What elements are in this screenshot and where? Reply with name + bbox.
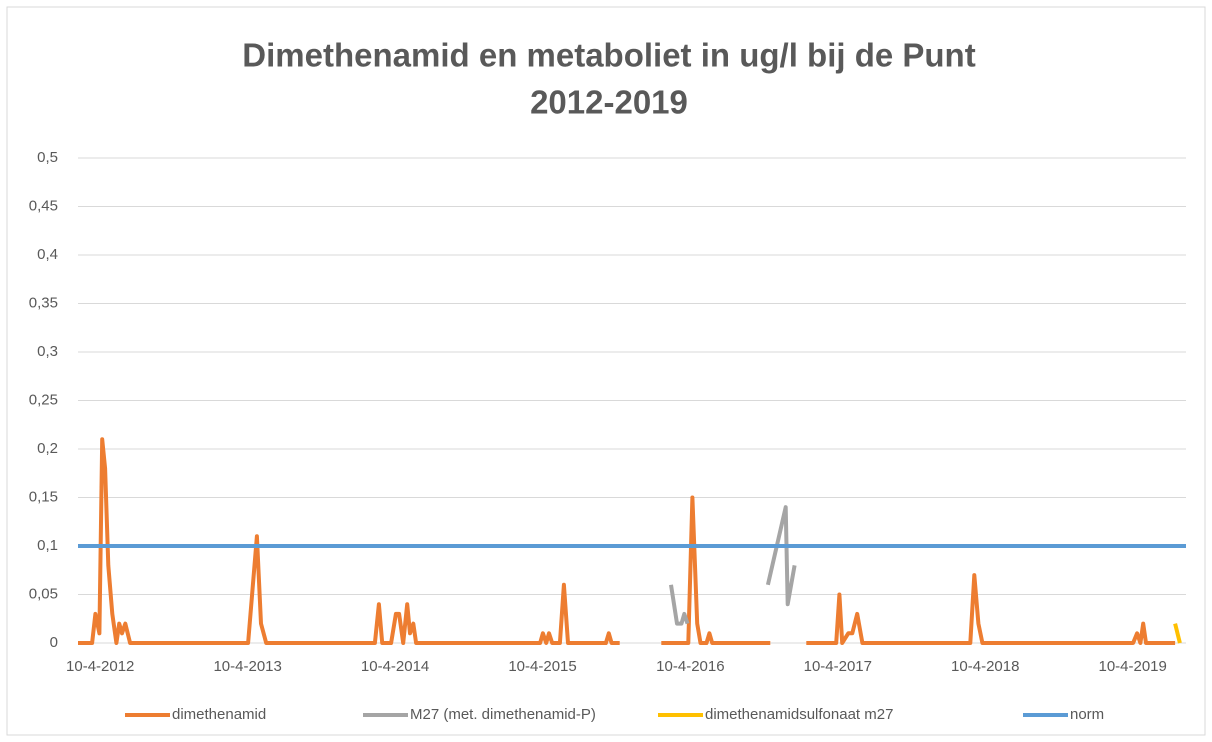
chart-border <box>6 6 1206 736</box>
legend-label: norm <box>1070 706 1104 723</box>
x-tick-label: 10-4-2016 <box>656 658 724 675</box>
line-series <box>78 437 1176 645</box>
x-tick-label: 10-4-2013 <box>213 658 281 675</box>
x-tick-label: 10-4-2018 <box>951 658 1019 675</box>
y-tick-label: 0,45 <box>29 197 58 214</box>
x-tick-label: 10-4-2015 <box>508 658 576 675</box>
legend-label: M27 (met. dimethenamid-P) <box>410 706 596 723</box>
y-tick-label: 0 <box>50 634 58 651</box>
y-tick-label: 0,5 <box>37 149 58 166</box>
y-tick-label: 0,3 <box>37 343 58 360</box>
chart-title: Dimethenamid en metaboliet in ug/l bij d… <box>242 37 975 74</box>
legend-label: dimethenamid <box>172 706 266 723</box>
y-tick-label: 0,15 <box>29 488 58 505</box>
x-tick-label: 10-4-2012 <box>66 658 134 675</box>
x-tick-label: 10-4-2019 <box>1098 658 1166 675</box>
y-tick-label: 0,25 <box>29 391 58 408</box>
y-tick-label: 0,05 <box>29 585 58 602</box>
line-series <box>1173 623 1182 644</box>
legend-label: dimethenamidsulfonaat m27 <box>705 706 893 723</box>
y-tick-label: 0,1 <box>37 537 58 554</box>
y-tick-label: 0,2 <box>37 440 58 457</box>
x-tick-label: 10-4-2014 <box>361 658 429 675</box>
y-tick-label: 0,4 <box>37 246 58 263</box>
chart-subtitle: 2012-2019 <box>530 84 688 121</box>
y-tick-label: 0,35 <box>29 294 58 311</box>
x-tick-label: 10-4-2017 <box>804 658 872 675</box>
